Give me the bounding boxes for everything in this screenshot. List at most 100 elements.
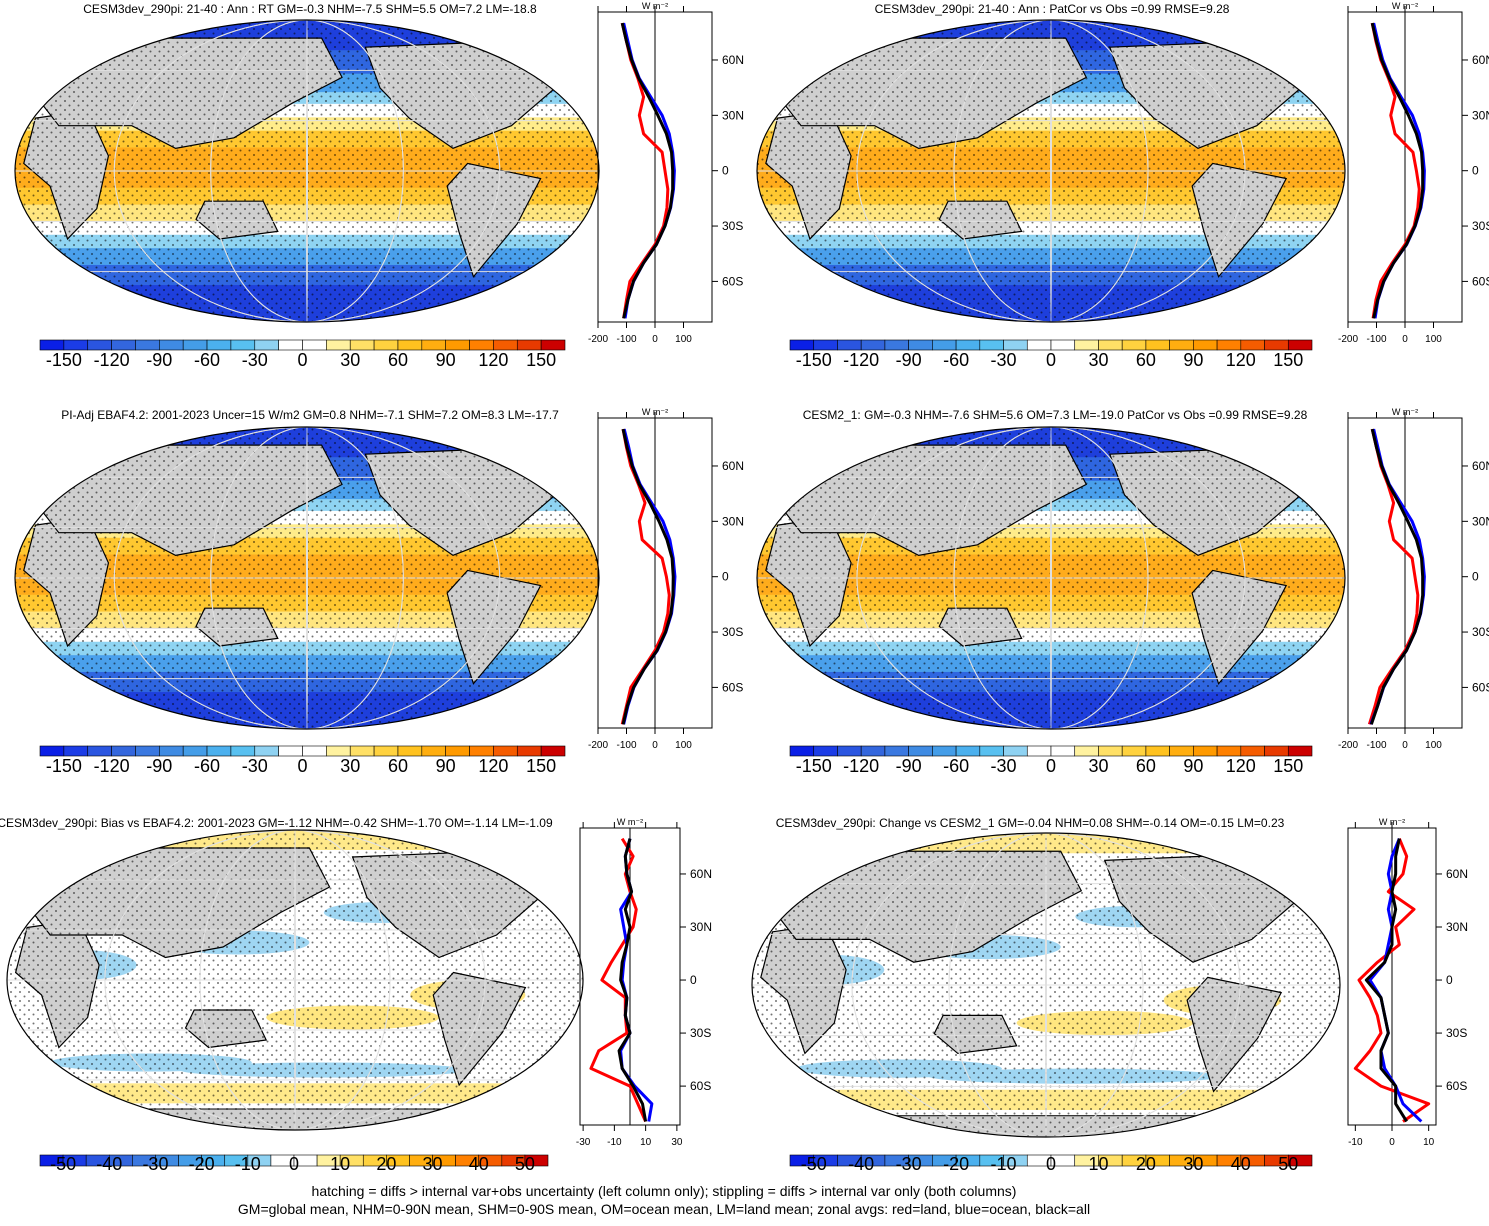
x-tick-label: -100: [1366, 740, 1386, 751]
colorbar-label: 120: [1226, 756, 1256, 776]
colorbar-label: -30: [242, 350, 268, 370]
colorbar-box: [908, 745, 933, 757]
map: [7, 830, 583, 1130]
zonal-line: [1370, 22, 1425, 319]
colorbar-box: [789, 745, 815, 757]
colorbar-box: [1145, 745, 1170, 757]
map: [757, 20, 1345, 322]
y-tick-label: 30N: [690, 920, 712, 934]
colorbar-label: -10: [235, 1154, 261, 1174]
colorbar-label: -60: [943, 756, 969, 776]
colorbar-label: 0: [1046, 1154, 1056, 1174]
colorbar-label: -150: [46, 756, 82, 776]
colorbar-box: [1264, 339, 1289, 351]
colorbar-label: 120: [478, 756, 508, 776]
colorbar-box: [1287, 1154, 1313, 1167]
graticule: [953, 427, 1149, 729]
y-tick-label: 30N: [1472, 514, 1489, 528]
colorbar-box: [955, 339, 981, 351]
colorbar-label: 50: [1278, 1154, 1298, 1174]
colorbar-box: [860, 745, 886, 757]
colorbar-box: [540, 339, 566, 351]
colorbar-box: [540, 745, 566, 757]
x-tick-label: -100: [616, 740, 636, 751]
map: [757, 427, 1345, 729]
colorbar-box: [1074, 745, 1099, 757]
y-tick-label: 0: [1472, 164, 1479, 178]
colorbar-box: [524, 1154, 549, 1167]
colorbar-box: [39, 339, 65, 351]
colorbar-label: 120: [478, 350, 508, 370]
colorbar-label: -20: [943, 1154, 969, 1174]
graticule: [953, 20, 1149, 322]
zonal-line: [622, 22, 676, 319]
colorbar-box: [1145, 339, 1170, 351]
y-tick-label: 30S: [690, 1026, 711, 1040]
graticule: [1045, 833, 1047, 1137]
colorbar-label: -90: [146, 756, 172, 776]
colorbar-box: [932, 339, 957, 351]
colorbar-box: [135, 745, 160, 757]
colorbar-label: 150: [1273, 350, 1303, 370]
x-tick-label: 100: [675, 740, 692, 751]
colorbar-label: 150: [526, 350, 556, 370]
colorbar-label: 150: [526, 756, 556, 776]
colorbar-label: -120: [94, 756, 130, 776]
footer-line: GM=global mean, NHM=0-90N mean, SHM=0-90…: [238, 1201, 1090, 1217]
colorbar-box: [979, 339, 1004, 351]
land: [516, 23, 571, 66]
y-tick-label: 60N: [722, 53, 744, 67]
colorbar-label: 0: [289, 1154, 299, 1174]
land: [1261, 430, 1317, 473]
colorbar-label: 30: [1088, 350, 1108, 370]
colorbar-box: [1121, 339, 1147, 351]
y-tick-label: 0: [722, 164, 729, 178]
x-tick-label: -10: [607, 1137, 622, 1148]
zonal-line: [1367, 428, 1420, 725]
colorbar-label: 90: [1183, 756, 1203, 776]
footer-line: hatching = diffs > internal var+obs unce…: [312, 1183, 1017, 1199]
x-tick-label: 10: [640, 1137, 652, 1148]
colorbar-box: [884, 339, 909, 351]
colorbar-label: -50: [801, 1154, 827, 1174]
colorbar-label: 150: [1273, 756, 1303, 776]
colorbar-box: [1287, 745, 1313, 757]
panel-title: CESM2_1: GM=-0.3 NHM=-7.6 SHM=5.6 OM=7.3…: [803, 408, 1308, 422]
colorbar-box: [860, 339, 886, 351]
map-outline: [14, 19, 600, 323]
zonal-line: [1369, 428, 1425, 725]
colorbar-box: [111, 745, 136, 757]
colorbar-label: -30: [242, 756, 268, 776]
colorbar-box: [789, 339, 815, 351]
x-tick-label: 30: [671, 1137, 683, 1148]
x-tick-label: -200: [1338, 334, 1358, 345]
y-tick-label: 30S: [722, 625, 743, 639]
colorbar-box: [302, 745, 327, 757]
y-tick-label: 60S: [722, 680, 743, 694]
colorbar-box: [1193, 339, 1218, 351]
graticule: [856, 427, 1246, 729]
land: [516, 430, 571, 473]
x-tick-label: -200: [1338, 740, 1358, 751]
x-tick-label: -100: [616, 334, 636, 345]
y-tick-label: 0: [1446, 973, 1453, 987]
colorbar-label: -40: [96, 1154, 122, 1174]
colorbar-label: -90: [146, 350, 172, 370]
y-tick-label: 60N: [1472, 459, 1489, 473]
colorbar-box: [421, 339, 446, 351]
graticule: [1050, 20, 1052, 322]
colorbar-box: [349, 745, 375, 757]
colorbar-box: [254, 339, 279, 351]
colorbar-box: [135, 339, 160, 351]
colorbar-box: [1216, 745, 1242, 757]
colorbar-box: [837, 745, 862, 757]
panel-title: CESM3dev_290pi: 21-40 : Ann : RT GM=-0.3…: [83, 2, 537, 16]
colorbar-box: [493, 339, 518, 351]
panel-title: PI-Adj EBAF4.2: 2001-2023 Uncer=15 W/m2 …: [61, 408, 559, 422]
y-tick-label: 60N: [1472, 53, 1489, 67]
panel-title: CESM3dev_290pi: 21-40 : Ann : PatCor vs …: [875, 2, 1230, 16]
graticule: [104, 830, 486, 1130]
colorbar-box: [979, 745, 1004, 757]
x-tick-label: -200: [588, 334, 608, 345]
